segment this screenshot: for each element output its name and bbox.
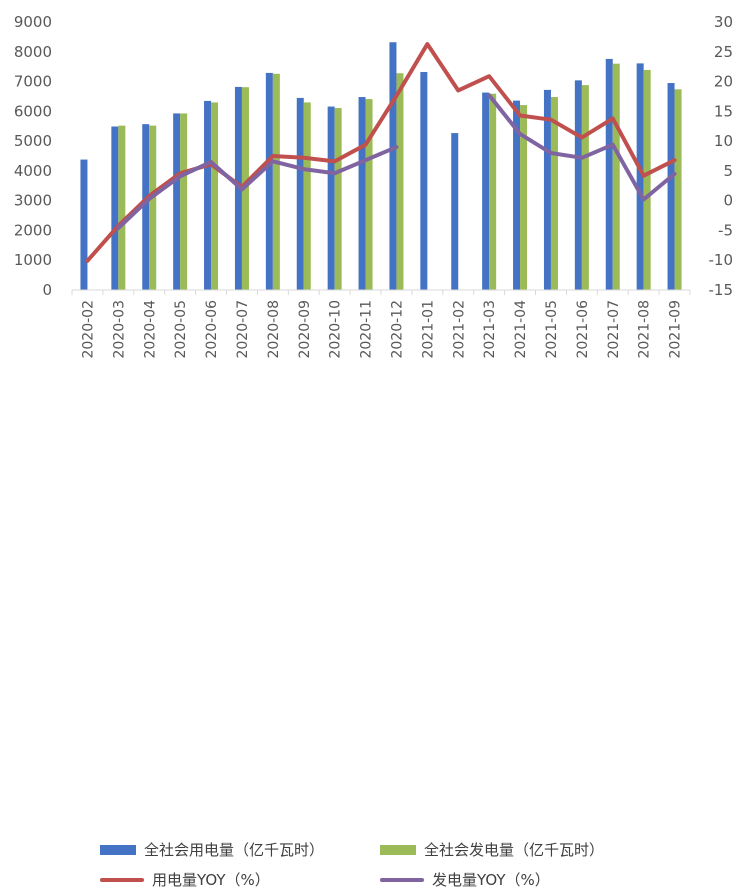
bar-generation-2021-06	[581, 85, 589, 290]
left-axis-tick-label: 0	[42, 281, 52, 299]
x-axis-category-label: 2020-04	[142, 300, 158, 359]
bar-consumption-2020-11	[358, 97, 366, 290]
bar-consumption-2020-06	[204, 100, 212, 290]
right-axis-tick-label: 30	[714, 13, 733, 31]
axis-layer	[71, 289, 691, 295]
legend-label-generation: 全社会发电量（亿千瓦时）	[424, 841, 605, 859]
right-axis-tick-label: 10	[714, 132, 733, 150]
bar-generation-2020-10	[334, 108, 342, 290]
bar-consumption-2021-07	[605, 58, 613, 290]
bar-consumption-2021-06	[574, 80, 582, 290]
bar-consumption-2020-03	[111, 126, 119, 291]
bar-consumption-2021-04	[513, 100, 521, 290]
right-axis-tick-label: -10	[709, 251, 734, 269]
lines-layer	[85, 42, 677, 263]
bar-consumption-2020-12	[389, 42, 397, 290]
bar-generation-2020-12	[396, 73, 404, 290]
bar-consumption-2021-01	[420, 72, 428, 290]
bars-layer	[80, 42, 682, 291]
bar-consumption-2021-09	[667, 83, 675, 290]
legend-swatch-consumption	[100, 844, 136, 855]
x-axis-category-label: 2021-03	[482, 300, 498, 359]
bar-consumption-2021-08	[636, 63, 644, 290]
bar-generation-2021-07	[612, 63, 620, 290]
legend-label-consumption: 全社会用电量（亿千瓦时）	[144, 841, 325, 859]
x-axis-category-label: 2020-11	[359, 300, 375, 359]
legend-item-consumption[interactable]: 全社会用电量（亿千瓦时）	[100, 839, 324, 860]
x-axis-category-label: 2020-07	[235, 300, 251, 359]
x-axis-category-label: 2021-01	[420, 300, 436, 359]
left-axis-tick-label: 2000	[14, 221, 52, 239]
right-axis-tick-label: 5	[723, 162, 733, 180]
right-axis-tick-label: -5	[718, 221, 733, 239]
legend-swatch-generation-yoy	[380, 877, 424, 882]
legend-label-generation-yoy: 发电量YOY（%）	[432, 871, 550, 889]
left-axis-tick-label: 8000	[14, 43, 52, 61]
right-axis-tick-label: 0	[723, 192, 733, 210]
left-axis-tick-label: 9000	[14, 13, 52, 31]
legend-item-consumption-yoy[interactable]: 用电量YOY（%）	[100, 869, 270, 890]
x-axis-category-label: 2020-02	[80, 300, 96, 359]
left-axis-tick-label: 5000	[14, 132, 52, 150]
left-axis-tick-label: 7000	[14, 73, 52, 91]
bar-consumption-2020-08	[265, 72, 273, 290]
legend-label-consumption-yoy: 用电量YOY（%）	[152, 871, 270, 889]
x-axis-category-label: 2020-12	[389, 300, 405, 359]
bar-consumption-2020-02	[80, 159, 88, 290]
bar-generation-2020-11	[365, 99, 373, 291]
bar-consumption-2021-03	[482, 92, 490, 290]
bar-generation-2021-08	[643, 69, 651, 290]
x-axis-category-label: 2021-06	[575, 300, 591, 359]
bar-generation-2020-08	[272, 73, 280, 290]
x-axis-category-label: 2021-05	[544, 300, 560, 359]
x-axis-category-label: 2020-06	[204, 300, 220, 359]
bar-consumption-2021-05	[543, 89, 551, 290]
x-axis-category-label: 2021-02	[451, 300, 467, 359]
legend-item-generation-yoy[interactable]: 发电量YOY（%）	[380, 869, 550, 890]
right-axis-tick-label: 15	[714, 102, 733, 120]
bar-generation-2021-09	[674, 89, 682, 290]
left-axis-tick-label: 1000	[14, 251, 52, 269]
bar-generation-2020-05	[180, 113, 188, 290]
bar-consumption-2020-10	[327, 106, 335, 290]
bar-generation-2020-04	[149, 125, 157, 290]
right-axis-tick-label: 20	[714, 73, 733, 91]
generation-yoy-line-segment-0	[116, 145, 399, 231]
labels-layer: 0 1000 2000 3000 4000 5000 6000 7000 8000 9000 -15…	[14, 13, 733, 359]
bar-generation-2021-05	[550, 97, 558, 290]
bar-consumption-2020-05	[173, 113, 181, 290]
x-axis-category-label: 2020-03	[111, 300, 127, 359]
chart-container: 0 1000 2000 3000 4000 5000 6000 7000 8000 9000 -15…	[14, 13, 733, 889]
legend-swatch-consumption-yoy	[100, 877, 144, 882]
x-axis-category-label: 2021-09	[668, 300, 684, 359]
bar-generation-2021-04	[520, 105, 528, 290]
bar-generation-2021-03	[489, 93, 497, 290]
right-axis-tick-label: -15	[709, 281, 734, 299]
left-axis-tick-label: 6000	[14, 102, 52, 120]
bar-consumption-2020-04	[142, 124, 150, 290]
left-axis-tick-label: 3000	[14, 192, 52, 210]
legend-item-generation[interactable]: 全社会发电量（亿千瓦时）	[380, 839, 604, 860]
bar-generation-2020-03	[118, 125, 126, 290]
left-axis-tick-label: 4000	[14, 162, 52, 180]
generation-yoy-line-segment-1	[487, 93, 677, 202]
combo-chart: 0 1000 2000 3000 4000 5000 6000 7000 8000 9000 -15…	[14, 13, 733, 359]
bar-generation-2020-06	[211, 102, 219, 291]
bar-consumption-2021-02	[451, 133, 459, 290]
x-axis-category-label: 2021-07	[606, 300, 622, 359]
x-axis-category-label: 2021-08	[637, 300, 653, 359]
bar-generation-2020-09	[303, 102, 311, 291]
x-axis-category-label: 2020-08	[266, 300, 282, 359]
x-axis-category-label: 2021-04	[513, 300, 529, 359]
x-axis-category-label: 2020-10	[328, 300, 344, 359]
legend-swatch-generation	[380, 844, 416, 855]
bar-consumption-2020-09	[296, 97, 304, 291]
x-axis-category-label: 2020-05	[173, 300, 189, 359]
x-axis-category-label: 2020-09	[297, 300, 313, 359]
right-axis-tick-label: 25	[714, 43, 733, 61]
